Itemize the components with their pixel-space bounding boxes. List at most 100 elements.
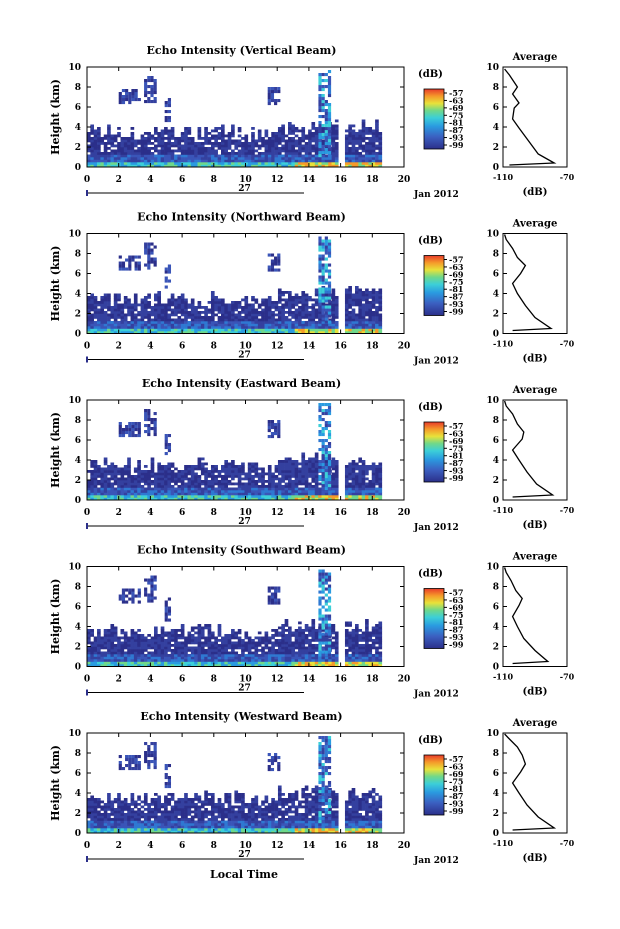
heatmap-cell xyxy=(371,301,376,304)
heatmap-cell xyxy=(157,465,162,468)
heatmap-cell xyxy=(361,147,366,150)
heatmap-cell xyxy=(334,477,339,481)
heatmap-cell xyxy=(137,490,141,493)
heatmap-cell xyxy=(241,326,245,329)
heatmap-cell xyxy=(244,157,249,160)
heatmap-cell xyxy=(351,147,356,150)
heatmap-cell xyxy=(154,164,158,168)
heatmap-cell xyxy=(174,301,178,304)
heatmap-cell xyxy=(153,260,157,264)
heatmap-cell xyxy=(197,659,202,662)
heatmap-cell xyxy=(321,311,325,315)
heatmap-cell xyxy=(127,323,131,327)
heatmap-cell xyxy=(241,661,245,665)
heatmap-cell xyxy=(294,328,299,332)
heatmap-cell xyxy=(237,497,242,501)
heatmap-cell xyxy=(308,162,312,165)
heatmap-cell xyxy=(224,641,229,645)
heatmap-cell xyxy=(128,98,132,102)
heatmap-cell xyxy=(221,159,225,163)
heatmap-cell xyxy=(90,475,95,478)
heatmap-cell xyxy=(197,460,202,463)
heatmap-cell xyxy=(93,460,98,463)
heatmap-cell xyxy=(234,495,239,498)
heatmap-cell xyxy=(167,132,172,135)
heatmap-cell xyxy=(231,308,235,312)
heatmap-cell xyxy=(267,308,272,312)
heatmap-cell xyxy=(247,323,252,327)
heatmap-cell xyxy=(327,463,332,467)
heatmap-cell xyxy=(120,654,125,657)
heatmap-cell xyxy=(113,296,118,299)
heatmap-cell xyxy=(254,308,259,312)
heatmap-cell xyxy=(368,127,373,130)
heatmap-cell xyxy=(274,159,279,163)
heatmap-cell xyxy=(264,308,269,312)
heatmap-cell xyxy=(267,435,271,439)
heatmap-cell xyxy=(237,129,242,133)
heatmap-cell xyxy=(324,320,328,324)
heatmap-cell xyxy=(304,142,309,145)
heatmap-cell xyxy=(103,490,108,493)
heatmap-cell xyxy=(137,321,141,324)
heatmap-cell xyxy=(164,485,168,488)
heatmap-cell xyxy=(160,641,165,645)
heatmap-cell xyxy=(107,631,111,635)
heatmap-cell xyxy=(110,624,115,627)
heatmap-cell xyxy=(321,164,326,168)
heatmap-cell xyxy=(271,472,275,476)
heatmap-cell xyxy=(371,326,376,329)
heatmap-cell xyxy=(351,301,356,304)
heatmap-cell xyxy=(170,470,175,473)
heatmap-cell xyxy=(214,644,218,647)
heatmap-cell xyxy=(174,644,178,647)
heatmap-cell xyxy=(170,159,175,163)
heatmap-cell xyxy=(120,497,125,501)
heatmap-cell xyxy=(271,147,275,150)
heatmap-cell xyxy=(207,624,212,627)
heatmap-cell xyxy=(324,251,328,255)
heatmap-cell xyxy=(331,477,336,481)
heatmap-cell xyxy=(274,482,279,486)
heatmap-cell xyxy=(167,664,172,667)
heatmap-cell xyxy=(90,159,95,163)
heatmap-cell xyxy=(231,664,235,667)
heatmap-cell xyxy=(251,326,255,329)
heatmap-cell xyxy=(147,306,151,309)
heatmap-cell xyxy=(194,311,198,314)
heatmap-cell xyxy=(107,296,111,299)
heatmap-cell xyxy=(167,490,172,493)
heatmap-cell xyxy=(97,137,101,140)
heatmap-cell xyxy=(271,306,275,309)
heatmap-cell xyxy=(291,467,296,471)
heatmap-cell xyxy=(324,257,328,261)
heatmap-cell xyxy=(294,460,299,463)
heatmap-cell xyxy=(308,139,312,143)
heatmap-cell xyxy=(237,326,242,329)
heatmap-cell xyxy=(137,425,141,429)
heatmap-cell xyxy=(351,462,356,466)
heatmap-cell xyxy=(361,119,366,123)
heatmap-cell xyxy=(247,492,252,496)
heatmap-cell xyxy=(271,144,275,148)
heatmap-cell xyxy=(327,433,332,437)
heatmap-cell xyxy=(371,467,376,471)
heatmap-cell xyxy=(150,159,155,163)
heatmap-cell xyxy=(167,279,172,283)
heatmap-cell xyxy=(301,139,306,143)
heatmap-cell xyxy=(110,631,115,635)
heatmap-cell xyxy=(154,127,158,130)
heatmap-cell xyxy=(355,164,359,168)
heatmap-cell xyxy=(301,477,306,481)
heatmap-cell xyxy=(321,133,325,137)
heatmap-cell xyxy=(190,142,195,145)
heatmap-cell xyxy=(214,303,218,307)
heatmap-cell xyxy=(127,659,131,662)
heatmap-cell xyxy=(327,403,332,407)
heatmap-cell xyxy=(137,323,141,327)
heatmap-cell xyxy=(257,472,262,476)
heatmap-cell xyxy=(308,296,312,299)
heatmap-cell xyxy=(140,164,145,168)
profile-y-tick-label: 4 xyxy=(493,290,499,300)
heatmap-cell xyxy=(274,331,279,334)
